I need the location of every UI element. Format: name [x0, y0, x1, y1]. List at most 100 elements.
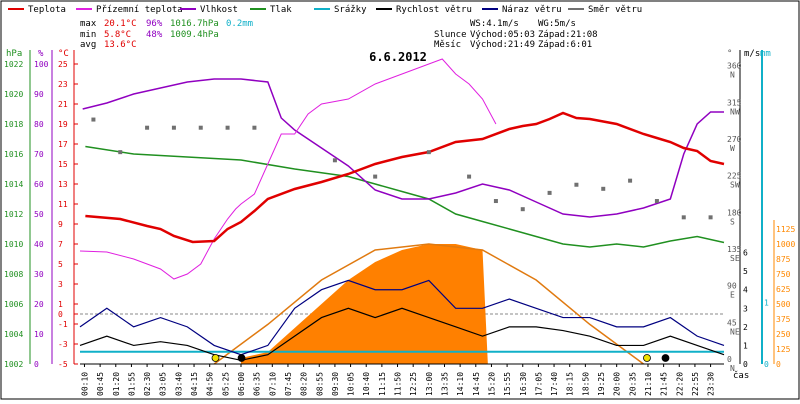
wind-tick-label: 6 — [743, 249, 748, 258]
direction-tick-label: 315 — [727, 98, 742, 107]
time-tick-label: 00:45 — [96, 372, 105, 396]
wind-direction-point — [708, 215, 713, 220]
direction-letter: NE — [730, 327, 740, 336]
stats-avg-temp: 13.6°C — [104, 40, 137, 50]
info-sun-label: Slunce — [434, 30, 467, 40]
wind-direction-point — [171, 125, 176, 130]
wind-direction-point — [145, 125, 150, 130]
wind-direction-point — [118, 150, 123, 155]
wind-tick-label: 5 — [743, 267, 748, 276]
legend-label: Rychlost větru — [396, 5, 472, 15]
stats-avg-label: avg — [80, 40, 96, 50]
temperature-tick-label: 7 — [58, 240, 63, 249]
temperature-tick-label: 9 — [58, 220, 63, 229]
time-tick-label: 16:30 — [519, 372, 528, 396]
wind-tick-label: 3 — [743, 304, 748, 313]
temperature-tick-label: 23 — [58, 80, 68, 89]
wind-tick-label: 0 — [743, 360, 748, 369]
pressure-tick-label: 1018 — [4, 120, 23, 129]
moonset-marker — [237, 354, 246, 362]
pressure-tick-label: 1016 — [4, 150, 23, 159]
stats-min-label: min — [80, 30, 96, 40]
humidity-tick-label: 100 — [34, 60, 49, 69]
pressure-tick-label: 1002 — [4, 360, 23, 369]
temperature-tick-label: -3 — [58, 340, 68, 349]
time-tick-label: 11:50 — [394, 372, 403, 396]
wind-direction-point — [601, 186, 606, 191]
legend-label: Teplota — [28, 5, 66, 15]
solar-tick-label: 0 — [776, 360, 781, 369]
time-tick-label: 22:20 — [675, 372, 684, 396]
time-tick-label: 15:20 — [487, 372, 496, 396]
humidity-tick-label: 50 — [34, 210, 44, 219]
time-axis-unit: čas — [733, 370, 749, 381]
legend-label: Náraz větru — [502, 5, 562, 15]
pressure-tick-label: 1022 — [4, 60, 23, 69]
moonrise-marker — [661, 354, 670, 362]
wind-direction-point — [225, 125, 230, 130]
wind-tick-label: 4 — [743, 286, 748, 295]
pressure-series-line — [85, 145, 725, 248]
humidity-axis-unit: % — [38, 49, 44, 59]
time-tick-label: 00:10 — [80, 372, 89, 396]
temperature-tick-label: 15 — [58, 160, 68, 169]
info-ws: WS:4.1m/s — [470, 19, 519, 29]
time-tick-label: 10:40 — [362, 372, 371, 396]
direction-tick-label: 360 — [727, 62, 742, 71]
legend-label: Přízemní teplota — [96, 5, 183, 15]
stats-max-press: 1016.7hPa — [170, 19, 219, 29]
solar-tick-label: 1000 — [776, 240, 795, 249]
wind-direction-point — [198, 125, 203, 130]
wind-direction-point — [493, 199, 498, 204]
temperature-tick-label: 17 — [58, 140, 68, 149]
direction-tick-label: 180 — [727, 208, 742, 217]
wind-direction-point — [91, 117, 96, 122]
wind-direction-point — [373, 174, 378, 179]
stats-max-hum: 96% — [146, 19, 163, 29]
wind-direction-point — [332, 158, 337, 163]
direction-tick-label: 90 — [727, 282, 737, 291]
temperature-tick-label: 25 — [58, 60, 68, 69]
stats-max-rain: 0.2mm — [226, 19, 253, 29]
stats-min-press: 1009.4hPa — [170, 30, 219, 40]
temperature-tick-label: -1 — [58, 320, 68, 329]
legend-label: Tlak — [270, 5, 292, 15]
time-tick-label: 04:50 — [206, 372, 215, 396]
time-tick-label: 21:10 — [644, 372, 653, 396]
time-tick-label: 17:40 — [550, 372, 559, 396]
time-tick-label: 03:05 — [159, 372, 168, 396]
time-tick-label: 08:55 — [315, 372, 324, 396]
pressure-tick-label: 1012 — [4, 210, 23, 219]
solar-radiation-area — [241, 244, 488, 364]
time-tick-label: 03:40 — [174, 372, 183, 396]
humidity-tick-label: 30 — [34, 270, 44, 279]
temperature-tick-label: 3 — [58, 280, 63, 289]
wind-direction-point — [681, 215, 686, 220]
chart-title: 6.6.2012 — [369, 50, 427, 64]
rain-tick-label: 1 — [764, 299, 769, 308]
pressure-tick-label: 1010 — [4, 240, 23, 249]
time-tick-label: 01:20 — [112, 372, 121, 396]
axis-unit-labels: hPa % °C ° m/s mm čas — [6, 49, 771, 381]
time-tick-label: 18:15 — [566, 372, 575, 396]
time-tick-label: 07:10 — [268, 372, 277, 396]
direction-axis-unit: ° — [727, 49, 732, 59]
rain-tick-label: 0 — [764, 360, 769, 369]
direction-letter: W — [730, 144, 735, 153]
temperature-tick-label: 13 — [58, 180, 68, 189]
time-tick-label: 11:15 — [378, 372, 387, 396]
time-tick-label: 20:00 — [613, 372, 622, 396]
time-axis: 00:10 00:45 01:20 01:55 02:30 03:05 03:40 04:15… — [80, 363, 724, 396]
solar-tick-label: 125 — [776, 345, 791, 354]
info-moon-label: Měsíc — [434, 40, 461, 50]
info-block: WS:4.1m/s WG:5m/s Slunce Východ:05:03 Zá… — [434, 19, 598, 50]
time-tick-label: 15:55 — [503, 372, 512, 396]
time-tick-label: 21:45 — [660, 372, 669, 396]
direction-tick-label: 0 — [727, 355, 732, 364]
humidity-tick-label: 0 — [34, 360, 39, 369]
legend-label: Vlhkost — [200, 5, 238, 15]
humidity-tick-label: 60 — [34, 180, 44, 189]
pressure-axis-unit: hPa — [6, 49, 22, 59]
sunset-marker — [643, 354, 651, 362]
time-tick-label: 13:35 — [440, 372, 449, 396]
